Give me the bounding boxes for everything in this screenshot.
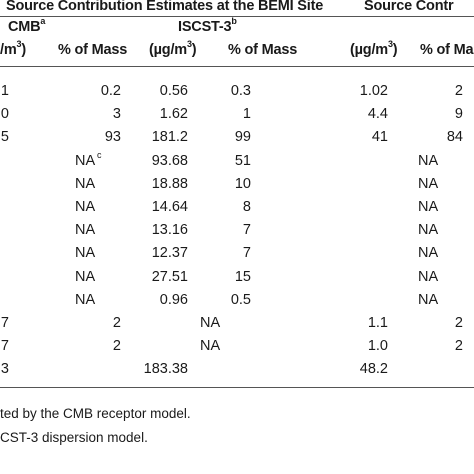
table-cell-c3: 7	[242, 222, 251, 239]
table-cell-c0: 1	[0, 83, 9, 99]
iscst-label: ISCST-3	[178, 19, 232, 35]
group-title-right: Source Contr	[364, 0, 454, 14]
table-cell-c3: 7	[242, 245, 251, 262]
table-cell-c5: 2	[454, 83, 463, 99]
table-cell-c4: NA	[418, 291, 439, 308]
col-iscst-ugm3-close: )	[191, 42, 197, 58]
table-cell-c3: 8	[242, 199, 251, 215]
table-cell-c2: 1.62	[159, 106, 188, 123]
table-cell-c3: 10	[234, 175, 251, 192]
table-cell-c0: 0	[0, 106, 9, 123]
table-cell-c2: 181.2	[151, 129, 188, 146]
table-cell-c0: 5	[0, 129, 9, 146]
table-cell-c2: 27.51	[151, 268, 188, 285]
table-cell-c3: 1	[242, 106, 251, 123]
table-cell-c2: 183.38	[143, 361, 188, 378]
table-cell-c1: 0.2	[100, 83, 121, 99]
col-ugm3-left-sup: 3	[16, 39, 22, 50]
table-cell-c2: 0.56	[159, 83, 188, 99]
table-cell-c4: 1.0	[367, 338, 388, 355]
cmb-label: CMB	[8, 19, 41, 35]
footnote-b: CST-3 dispersion model.	[0, 430, 148, 445]
header-rule-2	[0, 66, 474, 67]
table-cell-c4: NA	[418, 245, 439, 262]
col-header-iscst-ugm3: (µg/m3)	[149, 39, 197, 58]
table-cell-c4: 48.2	[359, 361, 388, 378]
table-cell-c5: 9	[454, 106, 463, 123]
table-cell-c3: 0.3	[230, 83, 251, 99]
table-cell-c5: 2	[454, 315, 463, 331]
col-ugm3-left-close: )	[21, 42, 26, 58]
table-cell-c4: 41	[371, 129, 388, 146]
col-ugm3-left-text: /m	[0, 42, 17, 58]
table-cell-c5: 2	[454, 338, 463, 355]
table-cell-c1: 93	[104, 129, 121, 146]
table-cell-c0: .3	[0, 361, 9, 378]
table-cell-c4: NA	[418, 152, 439, 169]
col-header-pct-mass-1: % of Mass	[58, 42, 128, 58]
table-bottom-rule	[0, 387, 474, 388]
table-cell-c2: NA	[200, 338, 221, 355]
table-cell-c1: NA	[75, 199, 96, 215]
table-cell-c2: 18.88	[151, 175, 188, 192]
table-cell-c4: NA	[418, 175, 439, 192]
table-cell-c4: NA	[418, 222, 439, 239]
table-cell-c1: NA	[75, 291, 96, 308]
table-cell-c4: 1.1	[367, 315, 388, 331]
table-cell-c2: 14.64	[151, 199, 188, 215]
table-cell-c4: 1.02	[359, 83, 388, 99]
table-cell-c3: 15	[234, 268, 251, 285]
table-cell-c1: NA	[75, 268, 96, 285]
subheader-cmb: CMBa	[8, 16, 46, 35]
table-cell-c1: NA	[75, 245, 96, 262]
table-cell-c1: NA	[75, 222, 96, 239]
table-cell-c3: 51	[234, 152, 251, 169]
col-iscst-ugm3-sup: 3	[186, 39, 192, 50]
table-cell-c1: NA	[75, 175, 96, 192]
table-cell-c0: 7	[0, 315, 9, 331]
table-cell-c2: 0.96	[159, 291, 188, 308]
table-cell-c3: 0.5	[230, 291, 251, 308]
col-right-ugm3-sup: 3	[387, 39, 393, 50]
table-cell-c3: 99	[234, 129, 251, 146]
table-cell-c2: 12.37	[151, 245, 188, 262]
table-cell-c1: 3	[112, 106, 121, 123]
header-rule-1	[0, 16, 474, 17]
iscst-footnote-mark: b	[231, 16, 237, 27]
table-cell-c2: NA	[200, 315, 221, 331]
table-cell-c0: 7	[0, 338, 9, 355]
table-cell-c1: 2	[112, 315, 121, 331]
col-header-ugm3-left: /m3)	[0, 39, 26, 58]
subheader-iscst: ISCST-3b	[178, 16, 237, 35]
table-cell-c4: NA	[418, 199, 439, 215]
table-cell-c2: 13.16	[151, 222, 188, 239]
footnote-a: ted by the CMB receptor model.	[0, 406, 191, 421]
table-cell-c1: 2	[112, 338, 121, 355]
cmb-footnote-mark: a	[40, 16, 46, 27]
col-header-right-ugm3: (µg/m3)	[350, 39, 398, 58]
table-cell-c5: 84	[446, 129, 463, 146]
table-cell-c1: NA	[75, 152, 96, 169]
col-right-ugm3-text: (µg/m	[350, 42, 388, 58]
group-title-bemi: Source Contribution Estimates at the BEM…	[6, 0, 324, 14]
table-cell-c4: NA	[418, 268, 439, 285]
col-right-ugm3-close: )	[392, 42, 398, 58]
table-cell-c4: 4.4	[367, 106, 388, 123]
table-cell-c2: 93.68	[151, 152, 188, 169]
col-iscst-ugm3-text: (µg/m	[149, 42, 187, 58]
col-header-right-pct: % of Ma	[420, 42, 474, 58]
col-header-pct-mass-2: % of Mass	[228, 42, 298, 58]
